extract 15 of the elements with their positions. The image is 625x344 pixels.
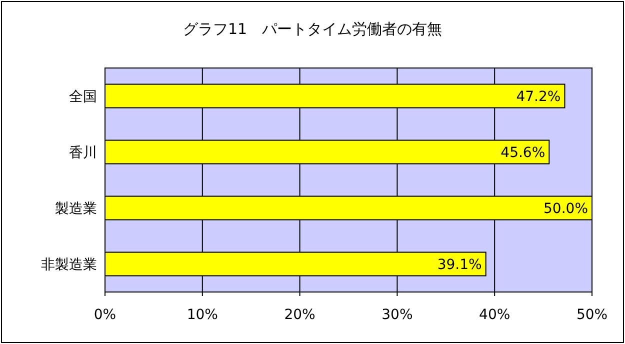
x-tick-label: 50% [576,307,608,323]
chart-title: グラフ11 パートタイム労働者の有無 [182,20,442,38]
y-tick-label: 香川 [69,145,97,161]
x-tick-label: 0% [94,307,116,323]
x-tick-label: 40% [479,307,510,323]
x-tick-label: 30% [382,307,413,323]
data-label: 47.2% [516,89,561,105]
y-tick-label: 非製造業 [41,257,97,273]
y-tick-label: 製造業 [55,201,97,217]
x-tick-label: 10% [186,307,218,323]
x-tick-label: 20% [284,307,316,323]
y-tick-label: 全国 [69,89,97,105]
data-label: 45.6% [500,145,546,161]
data-label: 39.1% [437,257,482,273]
data-label: 50.0% [544,201,588,217]
